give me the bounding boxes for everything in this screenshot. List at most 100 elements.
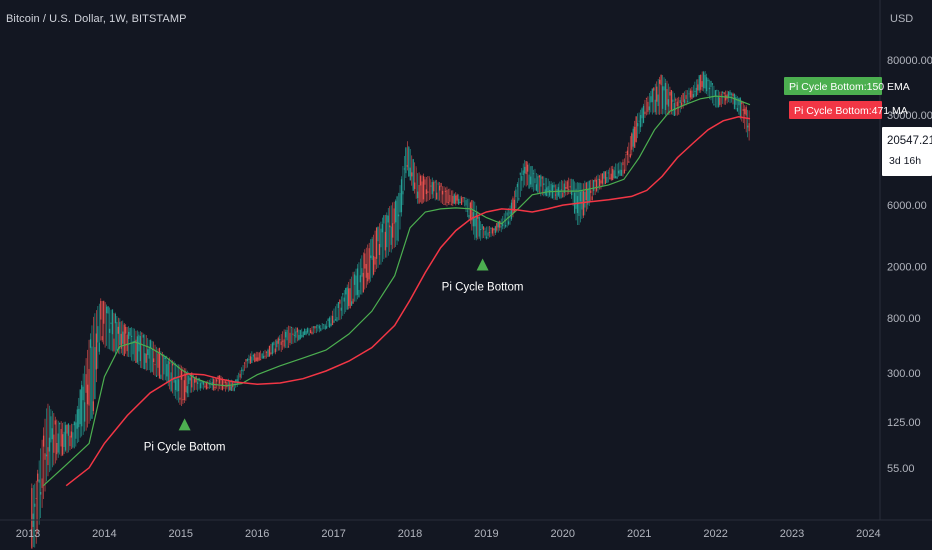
- y-tick-label: 800.00: [887, 313, 921, 325]
- candle-body: [417, 191, 419, 198]
- candle-body: [664, 83, 667, 111]
- candle-body: [528, 174, 530, 189]
- current-price-value: 20547.21: [887, 135, 932, 147]
- y-tick-label: 125.00: [887, 417, 921, 429]
- candle-body: [375, 227, 378, 259]
- candle-body: [727, 91, 730, 99]
- candle-body: [452, 195, 454, 204]
- candle-body: [598, 178, 601, 187]
- candle-body: [226, 382, 228, 388]
- candle-body: [76, 409, 78, 429]
- candle-body: [505, 225, 507, 227]
- candle-body: [129, 327, 131, 336]
- candle-body: [189, 377, 191, 381]
- candle-body: [543, 183, 545, 186]
- candle-body: [424, 179, 426, 185]
- candle-body: [739, 97, 741, 118]
- candle-body: [444, 191, 447, 193]
- candle-body: [575, 188, 577, 209]
- candle-body: [314, 326, 316, 329]
- candle-body: [676, 101, 678, 107]
- candle-body: [345, 287, 347, 295]
- candle-body: [499, 220, 501, 228]
- candle-body: [439, 185, 441, 191]
- candle-body: [409, 167, 411, 181]
- candle-body: [282, 340, 284, 342]
- price-axis[interactable]: 80000.00 30000.00 6000.00 2000.00 800.00 300.…: [887, 55, 932, 475]
- candle-body: [306, 327, 309, 333]
- candle-body: [465, 200, 467, 206]
- candle-body: [455, 195, 457, 204]
- candle-body: [114, 313, 117, 324]
- candle-body: [45, 454, 48, 457]
- candle-body: [713, 104, 715, 106]
- candle-body: [160, 374, 162, 379]
- candle-body: [326, 326, 328, 329]
- candle-body: [301, 335, 303, 337]
- candle-body: [588, 180, 590, 202]
- candle-body: [405, 147, 407, 174]
- candle-body: [541, 177, 543, 179]
- candle-body: [69, 435, 71, 447]
- candle-body: [532, 173, 535, 175]
- candle-body: [431, 182, 433, 195]
- x-tick-label: 2020: [551, 528, 575, 540]
- candle-body: [474, 218, 476, 227]
- candle-body: [230, 386, 232, 391]
- candle-body: [603, 171, 605, 179]
- candle-body: [527, 164, 529, 172]
- candle-body: [692, 94, 694, 98]
- candle-body: [97, 326, 99, 343]
- candle-body: [582, 191, 584, 216]
- candle-body: [516, 184, 518, 188]
- candle-body: [661, 86, 664, 109]
- candle-body: [395, 200, 397, 223]
- candle-body: [157, 353, 159, 368]
- candle-body: [192, 375, 194, 377]
- candle-body: [412, 158, 414, 191]
- candle-body: [346, 287, 348, 310]
- candle-body: [678, 113, 680, 115]
- x-tick-label: 2015: [169, 528, 193, 540]
- candle-body: [243, 362, 246, 364]
- time-axis[interactable]: 2013 2014 2015 2016 2017 2018 2019 2020 2021 2022…: [16, 528, 881, 540]
- candle-body: [440, 182, 442, 187]
- candle-body: [547, 186, 549, 192]
- candle-body: [120, 333, 122, 349]
- candle-body: [399, 193, 401, 213]
- candle-body: [604, 171, 606, 185]
- candle-body: [328, 317, 331, 328]
- candle-body: [98, 342, 100, 352]
- y-tick-label: 55.00: [887, 463, 915, 475]
- candle-body: [748, 123, 750, 132]
- candle-body: [246, 359, 249, 361]
- candle-body: [686, 100, 689, 102]
- candle-body: [321, 323, 323, 325]
- series-tag-label: Pi Cycle Bottom:471 MA: [794, 105, 908, 117]
- candle-body: [371, 238, 373, 260]
- candle-body: [224, 381, 227, 383]
- candle-body: [42, 435, 45, 447]
- candle-body: [732, 93, 734, 97]
- candle-body: [745, 107, 747, 116]
- candle-body: [204, 385, 206, 387]
- candle-body: [537, 176, 539, 193]
- x-tick-label: 2022: [703, 528, 727, 540]
- candle-body: [268, 345, 271, 357]
- candle-body: [56, 442, 58, 455]
- candle-body: [549, 189, 551, 196]
- candle-body: [295, 331, 297, 338]
- candle-body: [380, 228, 382, 248]
- candle-body: [40, 491, 42, 495]
- candle-body: [634, 126, 636, 148]
- candle-body: [358, 289, 360, 298]
- candle-body: [613, 170, 615, 178]
- candle-body: [443, 203, 445, 205]
- candle-body: [415, 166, 417, 168]
- candle-body: [298, 335, 300, 341]
- candle-body: [318, 325, 320, 329]
- candle-body: [579, 191, 582, 202]
- candle-body: [387, 215, 389, 223]
